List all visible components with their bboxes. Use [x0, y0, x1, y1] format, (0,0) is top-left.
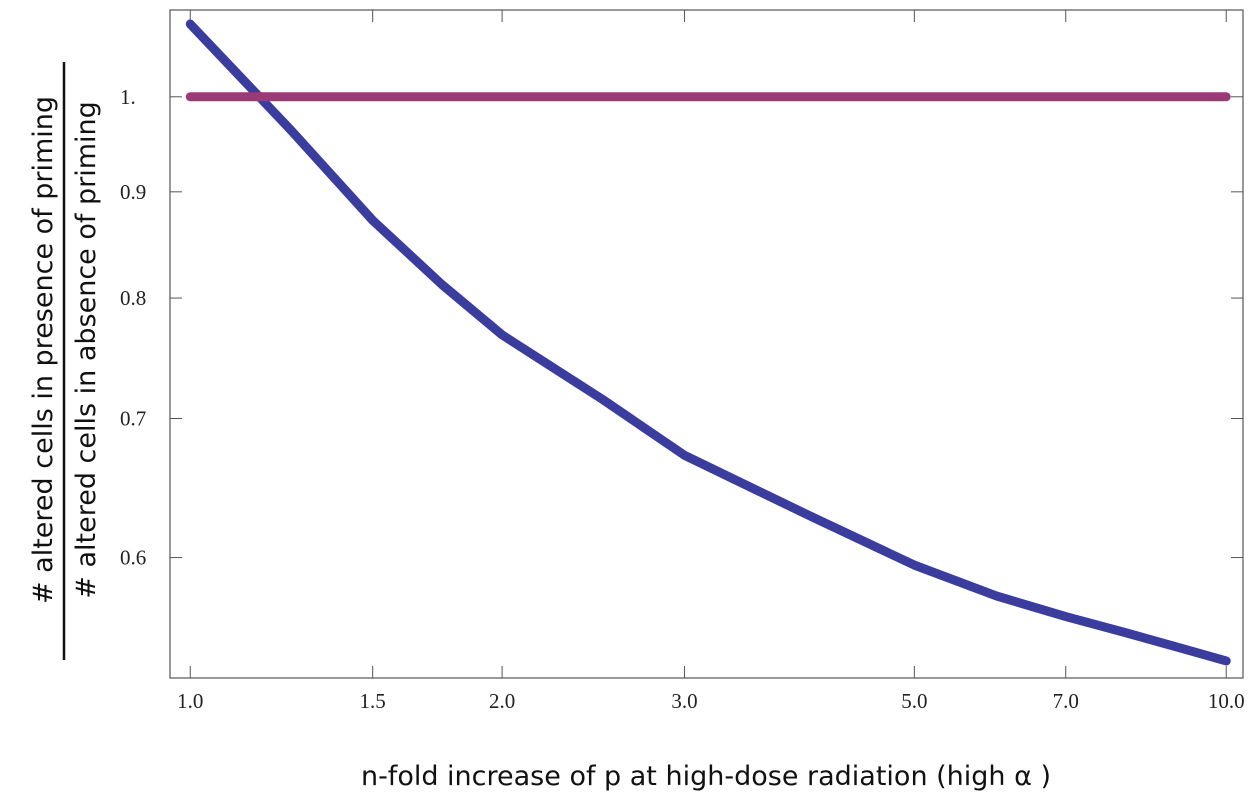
y-label-denominator: # altered cells in absence of priming — [71, 101, 102, 599]
plot-frame — [169, 9, 1244, 679]
y-tick-label: 0.8 — [120, 286, 146, 310]
x-tick-label: 1.0 — [177, 689, 203, 713]
x-tick-label: 2.0 — [489, 689, 515, 713]
data-line — [185, 19, 1231, 666]
y-tick-label: 0.6 — [120, 546, 146, 570]
x-tick-label: 1.5 — [360, 689, 386, 713]
y-label-numerator: # altered cells in presence of priming — [28, 96, 59, 604]
y-tick-label: 1. — [120, 85, 136, 109]
x-tick-label: 10.0 — [1208, 689, 1245, 713]
x-tick-label: 5.0 — [901, 689, 927, 713]
x-label: n-fold increase of p at high-dose radiat… — [361, 761, 1051, 792]
x-tick-label: 7.0 — [1053, 689, 1079, 713]
y-tick-label: 0.9 — [120, 180, 146, 204]
y-tick-label: 0.7 — [120, 407, 146, 431]
x-tick-label: 3.0 — [671, 689, 697, 713]
